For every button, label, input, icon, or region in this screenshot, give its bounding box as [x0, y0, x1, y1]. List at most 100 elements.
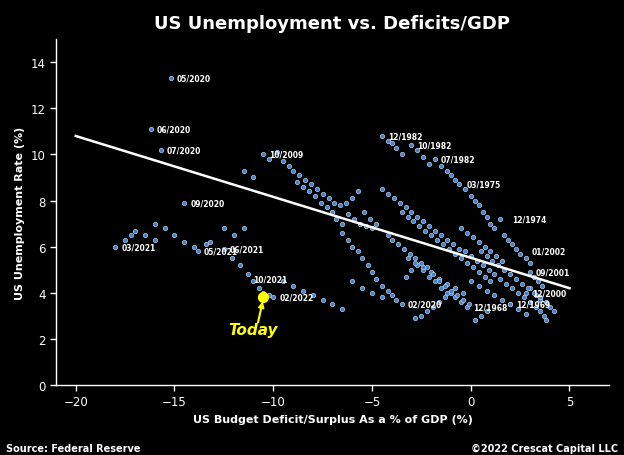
Point — [480, 273, 490, 281]
Point — [548, 308, 558, 315]
Point — [383, 138, 392, 145]
Point — [507, 285, 517, 292]
Point — [450, 285, 460, 292]
Point — [475, 313, 485, 320]
Point — [458, 289, 468, 297]
Point — [416, 260, 426, 267]
Point — [235, 262, 245, 269]
Text: 03/2021: 03/2021 — [121, 243, 155, 252]
Point — [474, 283, 484, 290]
Point — [418, 264, 428, 272]
Text: 12/1969: 12/1969 — [516, 300, 550, 309]
Point — [179, 239, 189, 246]
Point — [430, 278, 440, 285]
Point — [529, 289, 539, 297]
Point — [446, 289, 456, 297]
Point — [525, 260, 535, 267]
Point — [489, 271, 499, 278]
Text: 12/1968: 12/1968 — [473, 303, 507, 312]
Point — [485, 221, 495, 228]
Point — [541, 317, 551, 324]
Point — [434, 299, 444, 306]
Point — [238, 225, 248, 233]
Point — [338, 306, 348, 313]
Point — [519, 294, 529, 301]
Point — [414, 223, 424, 230]
Point — [470, 197, 480, 205]
Point — [484, 267, 494, 274]
Point — [482, 287, 492, 294]
Text: 05/2021: 05/2021 — [204, 247, 238, 256]
Point — [466, 278, 475, 285]
Point — [258, 289, 268, 297]
Point — [487, 258, 497, 265]
Point — [464, 301, 474, 308]
Point — [422, 308, 432, 315]
Point — [454, 246, 464, 253]
Point — [272, 149, 282, 157]
Point — [428, 303, 438, 311]
Point — [468, 234, 478, 242]
Point — [238, 167, 248, 175]
Text: 03/1975: 03/1975 — [467, 181, 501, 189]
Point — [391, 145, 401, 152]
Point — [505, 301, 515, 308]
Point — [392, 241, 402, 248]
Point — [485, 278, 495, 285]
Point — [371, 276, 381, 283]
Point — [357, 285, 367, 292]
Text: 12/1982: 12/1982 — [388, 132, 422, 141]
Text: 10/2009: 10/2009 — [270, 151, 303, 160]
Point — [418, 218, 428, 226]
Point — [397, 301, 407, 308]
Point — [454, 182, 464, 189]
Point — [515, 250, 525, 258]
Text: 12/1974: 12/1974 — [512, 215, 547, 224]
Point — [452, 292, 462, 299]
Point — [278, 158, 288, 166]
Point — [402, 213, 412, 221]
Point — [404, 250, 414, 258]
Point — [110, 243, 120, 251]
Point — [531, 292, 541, 299]
Point — [205, 239, 215, 246]
Text: 06/2020: 06/2020 — [157, 125, 191, 134]
Point — [150, 237, 160, 244]
Point — [406, 142, 416, 150]
Point — [434, 278, 444, 285]
Point — [160, 225, 170, 233]
Point — [545, 303, 555, 311]
Point — [499, 267, 509, 274]
Point — [357, 255, 367, 262]
Point — [402, 255, 412, 262]
Point — [365, 216, 375, 223]
Point — [477, 209, 487, 216]
Point — [499, 232, 509, 239]
Point — [521, 289, 531, 297]
Point — [298, 184, 308, 191]
Point — [412, 147, 422, 154]
Point — [531, 303, 541, 311]
Point — [318, 296, 328, 303]
Point — [383, 191, 392, 198]
Point — [504, 237, 514, 244]
Point — [258, 152, 268, 159]
Point — [517, 280, 527, 288]
Point — [458, 296, 468, 303]
Point — [397, 152, 407, 159]
Point — [444, 246, 454, 253]
Point — [492, 253, 502, 260]
Point — [201, 241, 211, 248]
Point — [497, 258, 507, 265]
Point — [428, 271, 438, 278]
Point — [341, 200, 351, 207]
Point — [367, 289, 377, 297]
Point — [219, 246, 229, 253]
Point — [418, 267, 428, 274]
Point — [450, 177, 460, 184]
Point — [533, 278, 543, 285]
Point — [460, 248, 470, 255]
Point — [328, 209, 338, 216]
Point — [521, 310, 531, 318]
Point — [308, 292, 318, 299]
